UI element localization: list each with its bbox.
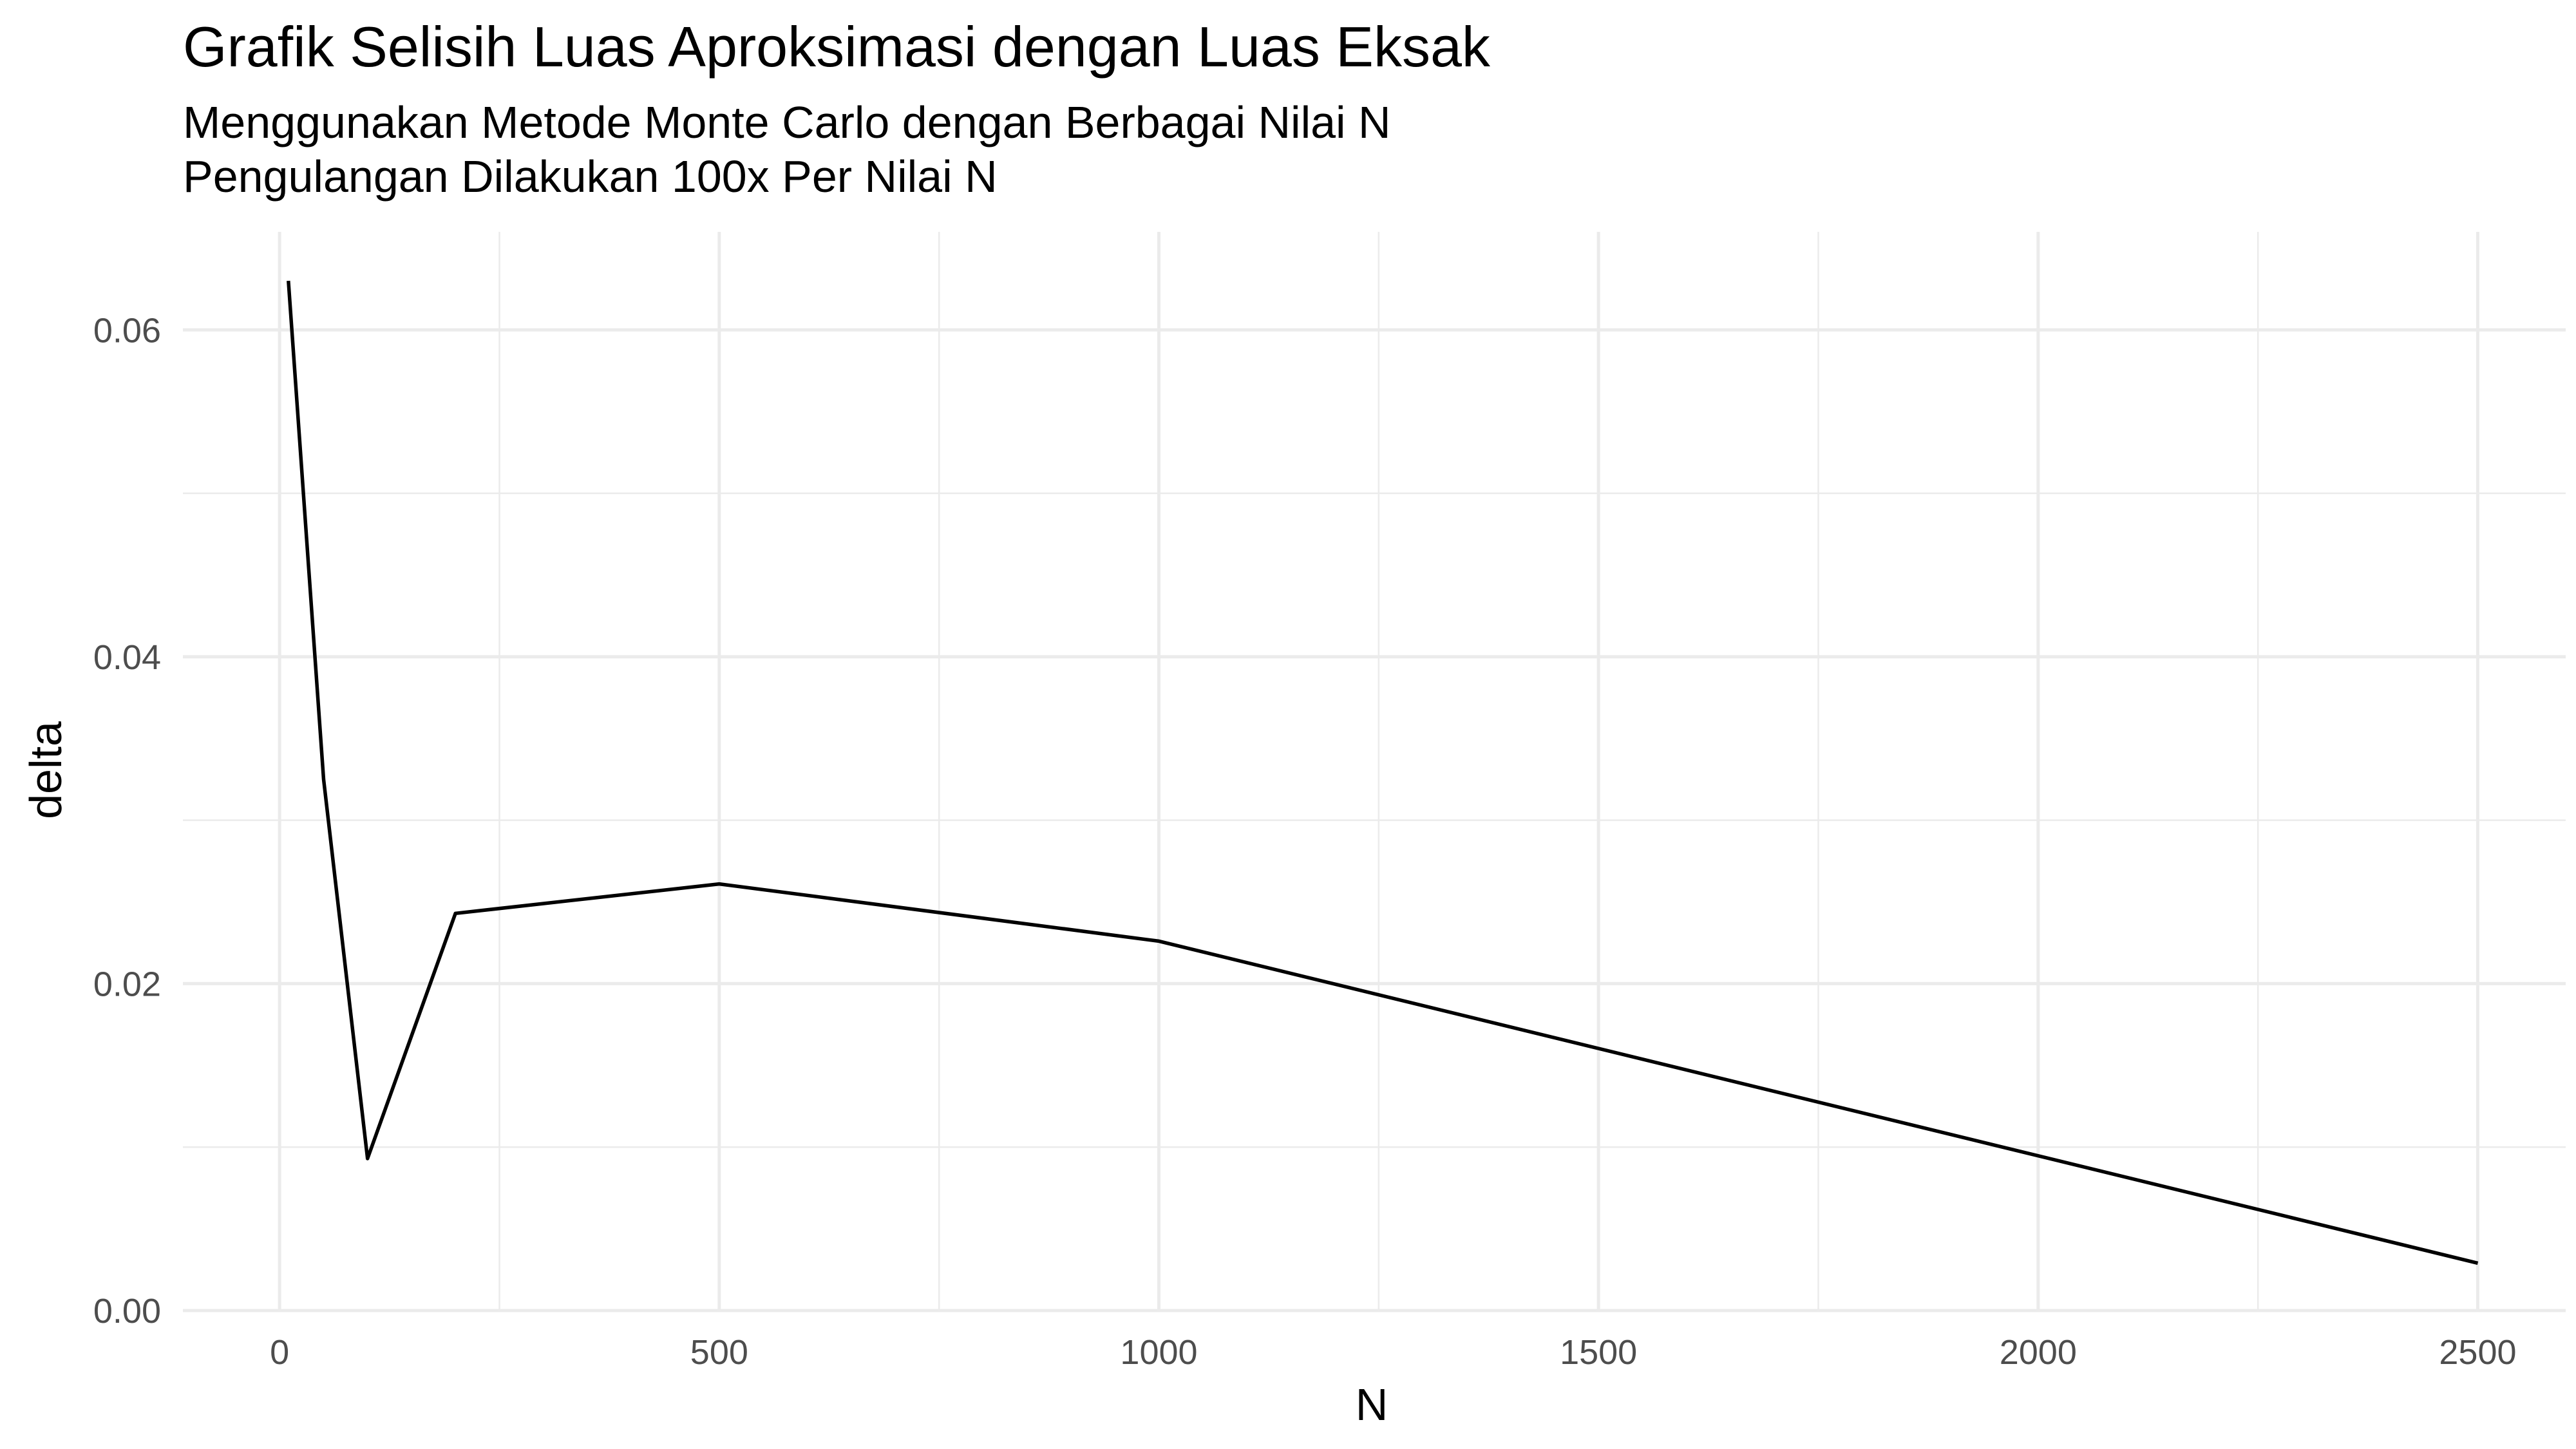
y-tick-label: 0.04 (93, 638, 161, 677)
minor-gridlines (183, 232, 2566, 1311)
major-gridlines (183, 232, 2566, 1312)
y-axis-title: delta (21, 721, 71, 819)
x-tick-label: 500 (690, 1333, 748, 1372)
x-tick-label: 2000 (2000, 1333, 2077, 1372)
x-tick-label: 1000 (1120, 1333, 1197, 1372)
x-axis-ticks: 0 500 1000 1500 2000 2500 (270, 1333, 2516, 1372)
x-axis-title: N (1356, 1379, 1388, 1430)
y-axis-ticks: 0.00 0.02 0.04 0.06 (93, 311, 161, 1331)
chart-title: Grafik Selisih Luas Aproksimasi dengan L… (183, 15, 1490, 79)
y-tick-label: 0.02 (93, 965, 161, 1003)
series-layer (287, 280, 2479, 1265)
x-tick-label: 0 (270, 1333, 289, 1372)
y-tick-label: 0.00 (93, 1292, 161, 1331)
y-tick-label: 0.06 (93, 311, 161, 350)
x-tick-label: 1500 (1560, 1333, 1637, 1372)
chart-subtitle-line-2: Pengulangan Dilakukan 100x Per Nilai N (183, 151, 998, 202)
series-line (287, 280, 2479, 1265)
chart-subtitle-line-1: Menggunakan Metode Monte Carlo dengan Be… (183, 97, 1391, 147)
x-tick-label: 2500 (2439, 1333, 2516, 1372)
